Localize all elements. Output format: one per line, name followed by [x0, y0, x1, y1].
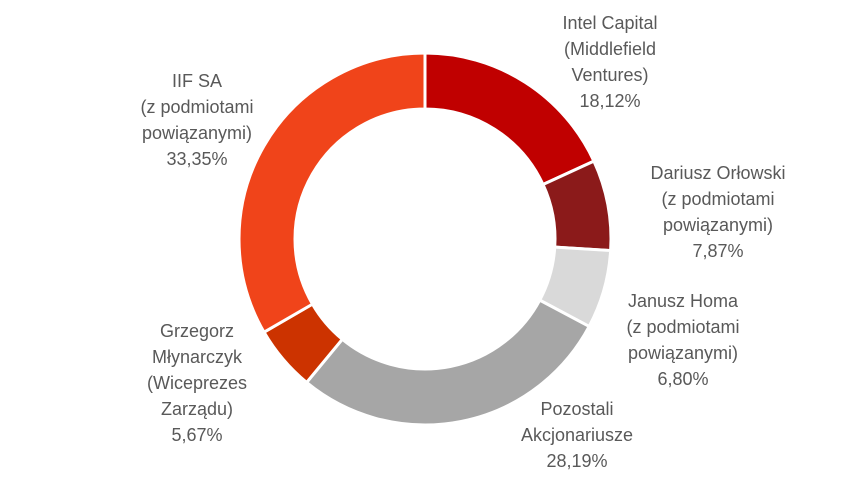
slice-label-intel-capital: Intel Capital (Middlefield Ventures) 18,… [562, 13, 658, 111]
slice-label-dariusz-orlowski: Dariusz Orłowski (z podmiotami powiązany… [650, 163, 786, 261]
slice-label-grzegorz-mlynarczyk: Grzegorz Młynarczyk (Wiceprezes Zarządu)… [146, 321, 248, 445]
slice-label-janusz-homa: Janusz Homa (z podmiotami powiązanymi) 6… [626, 291, 740, 389]
donut-slice-5 [237, 51, 427, 335]
slice-label-pozostali-akcjonariusze: Pozostali Akcjonariusze 28,19% [520, 399, 634, 471]
slice-label-iif-sa: IIF SA (z podmiotami powiązanymi) 33,35% [140, 71, 254, 169]
